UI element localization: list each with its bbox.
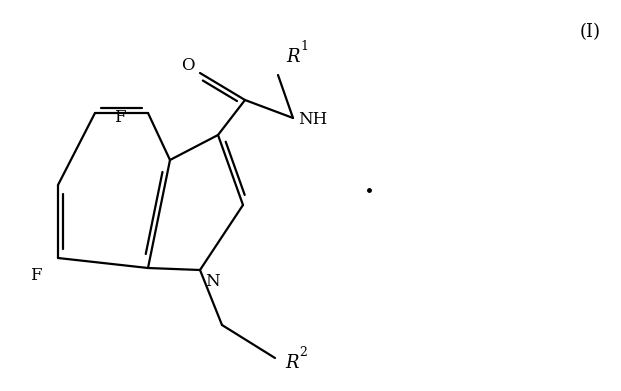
Text: O: O: [181, 57, 195, 74]
Text: N: N: [205, 273, 219, 291]
Text: 2: 2: [299, 346, 307, 359]
Text: R: R: [286, 48, 299, 66]
Text: NH: NH: [298, 111, 328, 129]
Text: R: R: [285, 354, 299, 372]
Text: F: F: [114, 109, 126, 127]
Text: (I): (I): [579, 23, 601, 41]
Text: 1: 1: [300, 41, 308, 54]
Text: F: F: [30, 267, 42, 285]
